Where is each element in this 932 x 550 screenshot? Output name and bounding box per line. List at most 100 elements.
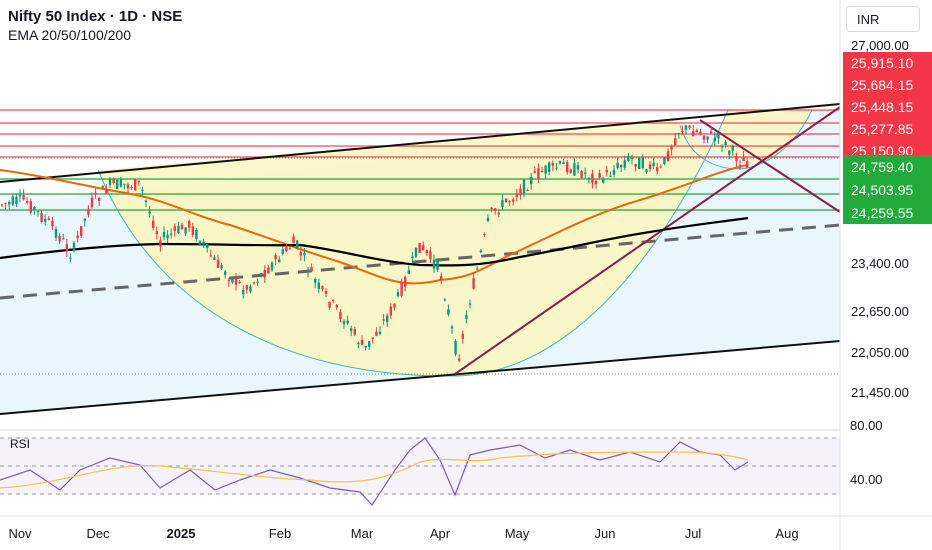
candle-body: [479, 250, 482, 253]
time-tick-label: Nov: [8, 526, 32, 541]
candle-body: [332, 299, 335, 301]
resistance-price-label: 25,915.10: [851, 55, 913, 71]
resistance-price-label: 25,277.85: [851, 121, 913, 137]
candle-body: [584, 172, 587, 174]
candle-body: [321, 286, 324, 290]
ema-lines: [0, 164, 749, 285]
candle-body: [717, 133, 720, 139]
time-tick-label: Aug: [775, 526, 798, 541]
candle-body: [724, 141, 727, 146]
candle-body: [418, 243, 421, 253]
candle-body: [684, 125, 688, 130]
candle-body: [87, 208, 90, 215]
candle-body: [141, 189, 144, 191]
candle-body: [738, 164, 742, 166]
candle-body: [274, 255, 277, 260]
time-axis: Nov Dec 2025 Feb Mar Apr May Jun Jul Aug: [0, 515, 932, 541]
ema-50-line: [0, 164, 749, 285]
candle-body: [522, 179, 526, 194]
support-price-tag: [843, 201, 932, 224]
candle-body: [76, 235, 79, 238]
candle-body: [162, 232, 166, 238]
candle-body: [576, 165, 580, 170]
candle-body: [371, 337, 374, 339]
support-price-tag: [843, 155, 932, 178]
chart-title[interactable]: Nifty 50 Index · 1D · NSE: [8, 8, 183, 25]
candle-body: [281, 249, 284, 254]
candle-body: [0, 204, 4, 206]
candle-body: [393, 303, 396, 308]
candle-body: [306, 270, 310, 272]
candle-body: [558, 161, 562, 164]
candle-body: [292, 236, 295, 244]
candle-body: [436, 260, 439, 270]
candle-body: [411, 256, 414, 259]
candle-body: [454, 341, 457, 355]
candle-body: [483, 233, 486, 235]
candle-body: [119, 179, 122, 187]
candle-body: [490, 207, 493, 209]
candle-body: [609, 175, 612, 177]
candle-body: [602, 178, 605, 183]
candle-body: [519, 188, 522, 196]
candle-body: [180, 224, 184, 230]
candle-body: [11, 196, 14, 205]
candle-body: [216, 259, 220, 268]
candle-body: [407, 270, 410, 274]
candle-body: [508, 201, 511, 203]
candle-body: [123, 183, 126, 185]
candle-body: [108, 178, 112, 185]
candle-body: [324, 290, 328, 294]
candle-body: [4, 203, 7, 205]
candle-body: [40, 212, 43, 222]
time-tick-label: Dec: [86, 526, 110, 541]
candle-body: [26, 201, 29, 203]
candle-body: [530, 177, 533, 185]
candle-body: [278, 259, 281, 263]
candle-body: [15, 196, 18, 205]
indicator-legend[interactable]: EMA 20/50/100/200: [8, 27, 131, 43]
candle-body: [353, 329, 356, 335]
candle-body: [573, 163, 576, 176]
rsi-label: RSI: [10, 437, 30, 451]
candle-body: [252, 282, 256, 284]
candle-body: [425, 250, 428, 254]
rsi-pane: RSI 80.00 40.00: [0, 418, 883, 506]
candle-body: [634, 163, 637, 167]
candle-body: [432, 259, 436, 269]
candle-body: [674, 138, 677, 146]
candle-body: [234, 276, 238, 285]
candle-body: [566, 162, 569, 173]
candle-body: [641, 157, 644, 169]
candle-body: [623, 160, 626, 168]
candle-body: [130, 186, 133, 189]
currency-selector[interactable]: INR: [846, 6, 920, 32]
support-price-tag: [843, 178, 932, 201]
candle-body: [598, 173, 601, 178]
candle-body: [569, 169, 572, 173]
candle-body: [501, 200, 504, 207]
candle-body: [630, 157, 634, 159]
candle-body: [594, 180, 598, 185]
candle-body: [533, 171, 536, 173]
candle-body: [620, 164, 623, 168]
price-tick-label: 22,050.00: [851, 345, 909, 360]
candle-body: [382, 319, 385, 321]
candle-body: [47, 218, 50, 220]
candle-body: [285, 246, 288, 251]
candle-body: [173, 226, 176, 231]
candle-body: [51, 221, 54, 227]
support-price-label: 24,503.95: [851, 182, 913, 198]
candle-body: [263, 269, 266, 278]
candle-body: [155, 231, 158, 235]
time-tick-label: 2025: [167, 526, 196, 541]
candle-body: [224, 271, 227, 275]
candle-body: [65, 244, 68, 252]
candle-body: [368, 341, 371, 347]
candle-body: [177, 225, 180, 234]
candle-body: [18, 194, 22, 197]
time-tick-label: May: [505, 526, 530, 541]
time-tick-label: Apr: [430, 526, 451, 541]
candle-body: [299, 252, 302, 256]
